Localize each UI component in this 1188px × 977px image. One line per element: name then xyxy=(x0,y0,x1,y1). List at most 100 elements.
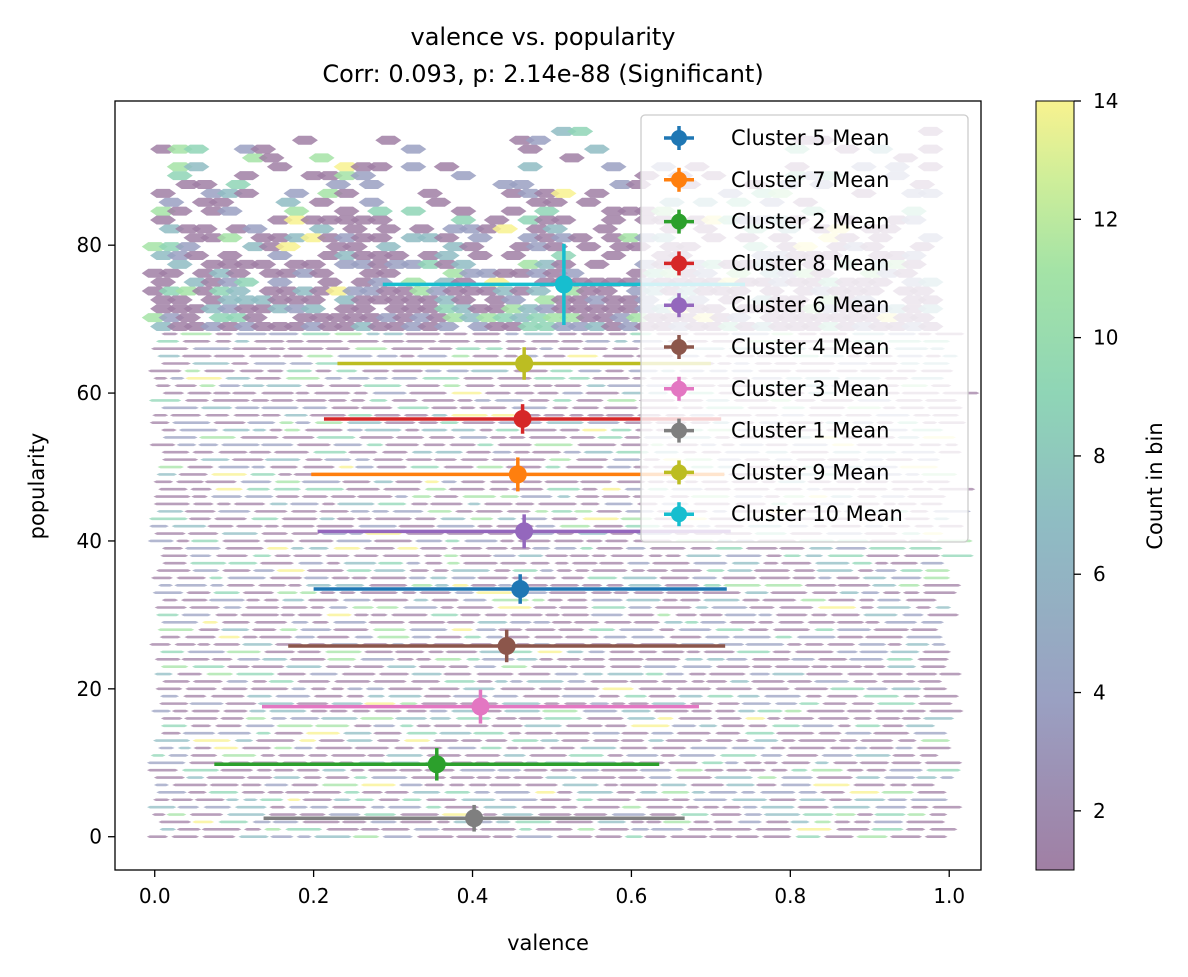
hexbin-cell xyxy=(917,657,950,661)
hexbin-cell xyxy=(829,665,863,668)
hexbin-cell xyxy=(617,322,644,332)
hexbin-cell xyxy=(184,510,217,513)
hexbin-cell xyxy=(377,561,404,565)
hexbin-cell xyxy=(613,340,629,343)
legend-label: Cluster 3 Mean xyxy=(731,377,889,401)
hexbin-cell xyxy=(442,554,459,558)
hexbin-cell xyxy=(610,702,626,705)
hexbin-cell xyxy=(748,768,767,772)
hexbin-cell xyxy=(250,144,277,154)
hexbin-cell xyxy=(285,369,313,373)
hexbin-cell xyxy=(241,791,266,794)
hexbin-cell xyxy=(568,554,590,558)
hexbin-cell xyxy=(917,702,953,705)
hexbin-cell xyxy=(630,569,646,572)
hexbin-cell xyxy=(461,421,496,424)
hexbin-cell xyxy=(214,724,243,728)
legend-label: Cluster 1 Mean xyxy=(731,419,889,443)
hexbin-cell xyxy=(938,672,963,676)
hexbin-cell xyxy=(191,180,218,190)
hexbin-cell xyxy=(158,224,185,234)
hexbin-cell xyxy=(490,413,517,417)
hexbin-cell xyxy=(250,295,277,305)
hexbin-cell xyxy=(376,354,399,358)
hexbin-cell xyxy=(450,259,477,269)
hexbin-cell xyxy=(405,731,438,735)
hexbin-cell xyxy=(890,761,923,765)
hexbin-cell xyxy=(433,233,460,243)
hexbin-cell xyxy=(378,798,401,802)
hexbin-cell xyxy=(269,465,299,469)
hexbin-cell xyxy=(259,798,284,802)
hexbin-cell xyxy=(250,465,267,469)
hexbin-cell xyxy=(212,746,239,750)
hexbin-cell xyxy=(650,828,685,831)
hexbin-cell xyxy=(383,295,410,305)
hexbin-cell xyxy=(200,322,227,332)
hexbin-cell xyxy=(450,569,491,572)
hexbin-cell xyxy=(511,406,548,410)
hexbin-cell xyxy=(517,215,544,225)
hexbin-cell xyxy=(333,259,360,269)
hexbin-cell xyxy=(465,657,481,661)
hexbin-cell xyxy=(609,665,643,668)
hexbin-cell xyxy=(755,783,778,787)
hexbin-cell xyxy=(306,354,334,358)
hexbin-cell xyxy=(506,510,532,513)
hexbin-cell xyxy=(283,304,310,314)
hexbin-cell xyxy=(316,171,343,181)
hexbin-cell xyxy=(790,768,808,772)
hexbin-cell xyxy=(346,687,364,691)
hexbin-cell xyxy=(557,332,578,336)
hexbin-cell xyxy=(409,569,430,572)
hexbin-cell xyxy=(725,768,749,772)
hexbin-cell xyxy=(225,224,252,234)
hexbin-cell xyxy=(158,487,189,491)
hexbin-cell xyxy=(598,561,625,565)
hexbin-cell xyxy=(190,539,220,543)
hexbin-cell xyxy=(725,783,756,787)
hexbin-cell xyxy=(654,606,693,609)
hexbin-cell xyxy=(360,657,396,661)
hexbin-cell xyxy=(366,443,384,447)
hexbin-cell xyxy=(417,304,444,314)
hexbin-cell xyxy=(168,754,189,757)
hexbin-cell xyxy=(390,613,429,617)
hexbin-cell xyxy=(920,665,947,668)
hexbin-cell xyxy=(601,495,631,498)
hexbin-cell xyxy=(488,783,523,787)
hexbin-cell xyxy=(708,672,746,676)
hexbin-cell xyxy=(478,406,508,410)
hexbin-cell xyxy=(548,591,588,595)
hexbin-cell xyxy=(324,776,350,779)
hexbin-cell xyxy=(920,620,945,624)
hexbin-cell xyxy=(671,724,697,728)
hexbin-cell xyxy=(508,286,535,296)
hexbin-cell xyxy=(493,791,531,794)
hexbin-cell xyxy=(240,480,273,484)
hexbin-cell xyxy=(225,376,251,380)
hexbin-cell xyxy=(846,672,875,676)
legend-marker xyxy=(671,506,687,523)
hexbin-cell xyxy=(737,820,763,824)
hexbin-cell xyxy=(407,620,446,624)
hexbin-cell xyxy=(266,369,284,373)
hexbin-cell xyxy=(153,783,170,787)
hexbin-cell xyxy=(501,702,541,705)
hexbin-cell xyxy=(202,835,236,839)
hexbin-cell xyxy=(302,465,336,469)
hexbin-cell xyxy=(234,739,254,742)
hexbin-cell xyxy=(283,295,310,305)
hexbin-cell xyxy=(533,295,560,305)
hexbin-cell xyxy=(409,628,448,631)
hexbin-cell xyxy=(721,805,742,809)
hexbin-cell xyxy=(280,606,309,609)
hexbin-cell xyxy=(873,628,910,631)
hexbin-cell xyxy=(917,680,943,683)
hexbin-cell xyxy=(233,171,260,181)
hexbin-cell xyxy=(224,547,265,550)
hexbin-cell xyxy=(801,724,835,728)
mean-point xyxy=(465,809,484,828)
hexbin-cell xyxy=(500,304,527,314)
hexbin-cell xyxy=(827,598,857,602)
